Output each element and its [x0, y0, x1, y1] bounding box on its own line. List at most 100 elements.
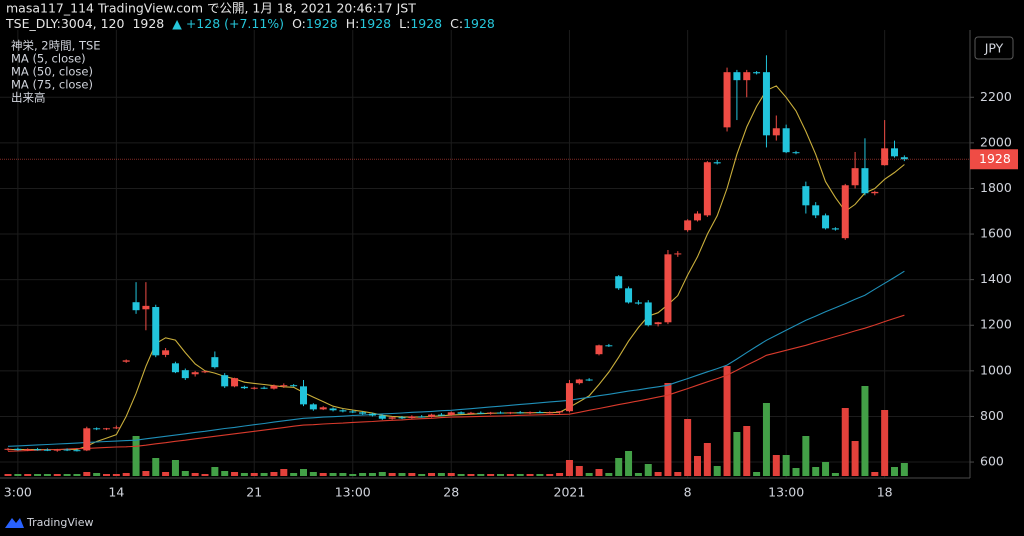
ohlc-value: 1928 — [306, 16, 338, 31]
candle-body — [497, 412, 504, 414]
volume-bar — [398, 473, 406, 476]
candle-body — [4, 448, 12, 450]
candle-body — [595, 345, 603, 355]
currency-box[interactable] — [974, 36, 1014, 60]
candle-body — [467, 412, 475, 414]
candle-body — [359, 412, 367, 414]
candle-body — [516, 412, 524, 414]
volume-bar — [497, 474, 504, 476]
volume-bar — [300, 469, 307, 476]
volume-bar — [73, 474, 81, 476]
volume-bar — [290, 473, 298, 476]
x-tick-label: 3:00 — [4, 485, 32, 500]
volume-bar — [802, 436, 810, 476]
footer-logo: TradingView — [5, 516, 93, 529]
volume-bar — [900, 463, 908, 476]
candle-body — [792, 152, 800, 154]
y-tick-label: 1200 — [980, 317, 1012, 332]
last-price-box — [970, 149, 1018, 170]
candle-body — [900, 157, 908, 160]
candle-body — [841, 185, 849, 239]
legend-volume: 出来高 — [11, 91, 46, 105]
volume-bar — [211, 467, 219, 476]
candle-body — [851, 168, 859, 186]
legend-entry: MA (75, close) — [11, 78, 93, 92]
candle-body — [694, 213, 701, 221]
candle-body — [703, 162, 711, 216]
candle-body — [83, 428, 91, 451]
volume-pane — [4, 366, 908, 476]
volume-bar — [428, 473, 436, 476]
volume-bar — [792, 468, 800, 476]
logo-icon — [5, 518, 24, 528]
candle-body — [822, 215, 830, 229]
candle-body — [221, 375, 229, 387]
volume-bar — [171, 460, 179, 476]
candle-body — [487, 412, 495, 414]
candle-body — [280, 385, 288, 387]
price: 1928 — [132, 16, 164, 31]
volume-bar — [112, 474, 120, 476]
volume-bar — [733, 432, 741, 476]
candle-body — [881, 148, 889, 166]
x-tick-label: 28 — [443, 485, 459, 500]
candle-body — [329, 408, 337, 411]
candle-body — [270, 385, 278, 389]
volume-bar — [63, 474, 71, 476]
candle-body — [181, 370, 189, 379]
volume-bar — [871, 472, 879, 476]
volume-bar — [319, 473, 327, 476]
volume-bar — [43, 474, 51, 476]
legend-title: 神栄, 2時間, TSE — [11, 39, 101, 53]
volume-bar — [142, 471, 150, 476]
candle-body — [231, 378, 239, 387]
candle-body — [684, 220, 692, 231]
volume-bar — [231, 472, 239, 476]
volume-bar — [260, 473, 268, 476]
volume-bar — [556, 473, 564, 476]
volume-bar — [841, 408, 849, 476]
axis-labels: 600 800 1000 1200 1400 1600 1800 2000 2200 3:00 14… — [0, 89, 1018, 500]
volume-bar — [418, 474, 426, 476]
volume-bar — [34, 474, 42, 476]
change: ▲ +128 (+7.11%) — [172, 16, 284, 31]
candle-body — [142, 305, 150, 310]
ohlc-label: L: — [399, 16, 410, 31]
candle-body — [300, 386, 307, 405]
candle-body — [546, 412, 554, 414]
x-tick-label: 18 — [877, 485, 893, 500]
candle-body — [526, 412, 534, 414]
candle-body — [644, 302, 652, 326]
candle-body — [112, 427, 120, 429]
volume-bar — [585, 473, 593, 476]
x-tick-label: 13:00 — [335, 485, 371, 500]
x-tick-label: 13:00 — [768, 485, 804, 500]
x-tick-label: 8 — [684, 485, 692, 500]
volume-bar — [526, 474, 534, 476]
candle-body — [201, 371, 209, 373]
candle-body — [457, 412, 465, 414]
volume-bar — [575, 466, 583, 476]
volume-bar — [684, 419, 692, 476]
candle-body — [24, 449, 32, 451]
volume-bar — [605, 473, 613, 476]
candle-body — [339, 410, 347, 412]
ma-line — [7, 314, 905, 452]
candle-body — [240, 386, 248, 389]
volume-bar — [546, 474, 554, 476]
volume-bar — [457, 474, 465, 476]
volume-bar — [368, 473, 376, 476]
volume-bar — [201, 474, 209, 476]
candle-body — [408, 416, 416, 419]
volume-bar — [595, 469, 603, 476]
y-tick-label: 800 — [980, 408, 1004, 423]
volume-bar — [516, 474, 524, 476]
x-tick-label: 2021 — [554, 485, 586, 500]
candle-body — [802, 186, 810, 206]
candle-body — [713, 162, 721, 164]
volume-bar — [506, 474, 514, 476]
volume-bar — [753, 472, 761, 476]
candle-body — [674, 253, 682, 255]
candle-body — [506, 412, 514, 414]
